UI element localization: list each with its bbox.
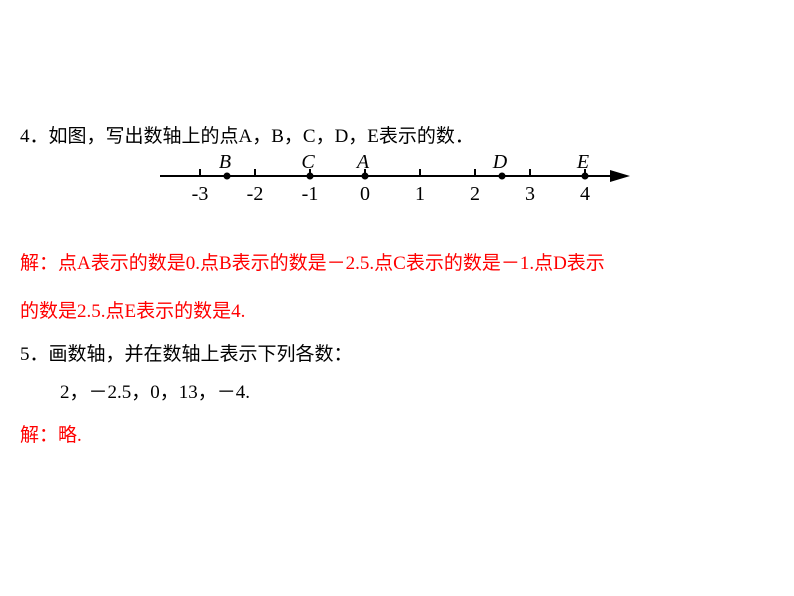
number-line-figure: -3 -2 -1 0 1 2 3 4 B C A D E [150,152,630,212]
svg-text:A: A [355,152,370,173]
svg-text:2: 2 [470,183,480,205]
problem-5-line-2: 2，－2.5，0，13，－4. [20,376,774,410]
answer-4-line-1: 解：点A表示的数是0.点B表示的数是－2.5.点C表示的数是－1.点D表示 [20,242,774,286]
svg-text:3: 3 [525,183,535,205]
svg-text:E: E [576,152,589,173]
svg-text:-2: -2 [247,183,264,205]
svg-text:B: B [219,152,231,173]
problem-5-line-1: 5．画数轴，并在数轴上表示下列各数： [20,338,774,372]
svg-text:0: 0 [360,183,370,205]
number-line-svg: -3 -2 -1 0 1 2 3 4 B C A D E [150,152,630,212]
answer-5-text: 解：略. [20,414,774,458]
answer-4-line-2: 的数是2.5.点E表示的数是4. [20,290,774,334]
svg-text:-3: -3 [192,183,209,205]
svg-text:1: 1 [415,183,425,205]
svg-text:D: D [492,152,508,173]
svg-text:4: 4 [580,183,590,205]
svg-text:-1: -1 [302,183,319,205]
problem-4-text: 4．如图，写出数轴上的点A，B，C，D，E表示的数． [20,120,774,154]
svg-text:C: C [301,152,315,173]
